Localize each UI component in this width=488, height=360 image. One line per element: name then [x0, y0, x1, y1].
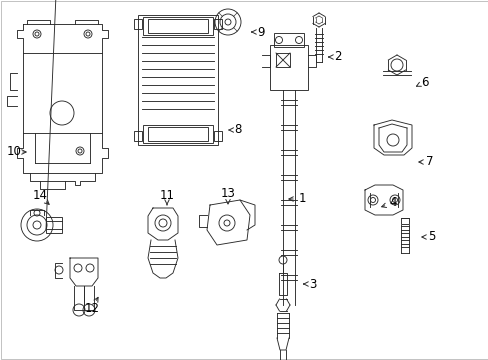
Bar: [138, 15, 218, 145]
Text: 12: 12: [84, 301, 99, 315]
Text: 9: 9: [257, 26, 264, 39]
Text: 14: 14: [32, 189, 47, 202]
Text: 11: 11: [159, 189, 174, 202]
Bar: [214, 19, 222, 29]
Text: 6: 6: [420, 76, 428, 89]
Text: 8: 8: [234, 123, 241, 136]
Bar: [142, 125, 213, 143]
Bar: [273, 33, 304, 47]
Bar: [134, 19, 142, 29]
Bar: [46, 217, 62, 233]
Bar: [134, 131, 142, 141]
Bar: [142, 17, 213, 35]
Bar: [214, 131, 222, 141]
Bar: [148, 127, 207, 141]
Text: 3: 3: [309, 278, 316, 291]
Text: 2: 2: [334, 50, 341, 63]
Text: 5: 5: [427, 230, 435, 243]
Bar: [400, 218, 408, 224]
Bar: [269, 45, 307, 90]
Bar: [275, 53, 289, 67]
Bar: [148, 19, 207, 33]
Text: 10: 10: [6, 145, 21, 158]
Text: 7: 7: [426, 156, 433, 168]
Text: 13: 13: [220, 188, 235, 201]
Text: 1: 1: [298, 193, 305, 206]
Text: 4: 4: [388, 197, 396, 210]
